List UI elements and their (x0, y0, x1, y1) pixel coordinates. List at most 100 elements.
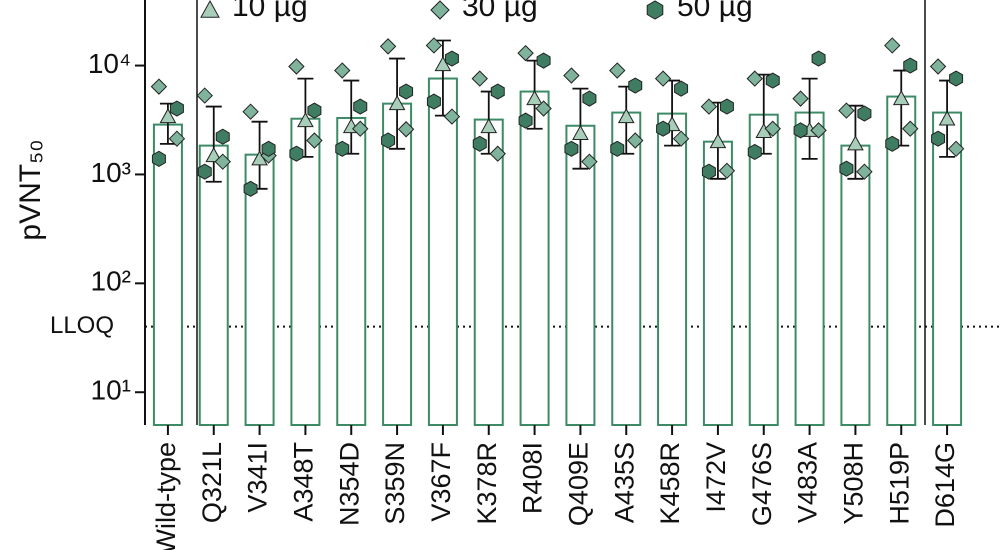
x-tick-label: G476S (747, 442, 777, 526)
bar (932, 111, 963, 426)
data-point (609, 62, 626, 79)
data-point (388, 95, 406, 111)
x-tick-label: Q409E (564, 442, 594, 526)
data-point (811, 50, 826, 67)
data-point (471, 70, 488, 87)
data-point (397, 121, 415, 138)
x-tick-label: Y508H (839, 442, 869, 525)
data-point (719, 98, 734, 115)
y-tick-label: 10² (91, 266, 131, 297)
x-tick-label: V367F (426, 442, 456, 522)
bar (290, 117, 321, 426)
x-tick-label: Q321L (197, 442, 227, 523)
data-point (746, 70, 763, 87)
data-point (947, 140, 965, 158)
data-point (205, 147, 223, 163)
x-tick-label: K458R (655, 442, 685, 525)
x-tick-label: I472V (701, 442, 731, 513)
data-point (526, 90, 543, 106)
bar (244, 153, 275, 426)
legend-label: 30 µg (462, 0, 538, 23)
bar (565, 124, 596, 426)
data-point (489, 145, 506, 162)
data-point (307, 102, 322, 119)
data-point (353, 98, 368, 115)
data-point (857, 105, 872, 122)
legend-label: 50 µg (677, 0, 753, 23)
data-point (656, 120, 671, 137)
data-point (582, 90, 597, 107)
data-point (839, 160, 854, 177)
data-point (150, 78, 168, 95)
data-point (610, 140, 625, 157)
legend-label: 10 µg (232, 0, 308, 23)
data-point (892, 90, 910, 106)
data-point (929, 58, 947, 75)
bar (702, 140, 733, 427)
data-point (885, 135, 900, 152)
y-tick-label: 10¹ (91, 375, 131, 406)
y-tick-label: 10⁴ (88, 48, 131, 79)
data-point (931, 130, 946, 147)
data-point (564, 140, 579, 157)
data-point (472, 135, 487, 152)
bar (473, 118, 504, 426)
data-point (434, 56, 452, 72)
bar (427, 77, 458, 427)
data-point (169, 100, 184, 117)
data-point (379, 38, 397, 55)
data-point (617, 108, 635, 124)
data-point (243, 180, 258, 197)
data-point (426, 93, 441, 110)
data-point (884, 37, 901, 54)
data-point (793, 122, 808, 139)
bar (840, 144, 871, 426)
data-point (938, 110, 956, 126)
data-point (215, 128, 230, 145)
data-point (747, 143, 762, 161)
data-point (902, 120, 919, 137)
x-tick-label: S359N (380, 442, 410, 525)
legend-marker (430, 0, 450, 20)
data-point (159, 108, 177, 124)
bar (198, 144, 229, 426)
bar (382, 102, 413, 427)
x-tick-label: A348T (289, 442, 319, 522)
data-point (764, 120, 781, 137)
data-point (792, 90, 809, 107)
data-point (197, 163, 212, 180)
legend-marker (200, 0, 220, 18)
data-point (151, 150, 166, 167)
data-point (903, 57, 918, 74)
bar (611, 111, 642, 426)
x-tick-label: D614G (930, 442, 960, 528)
data-point (168, 130, 186, 147)
data-point (674, 80, 689, 97)
data-point (297, 112, 314, 128)
data-point (490, 83, 505, 100)
bar (794, 111, 825, 426)
data-point (535, 100, 552, 117)
data-point (381, 132, 396, 149)
data-point (856, 163, 873, 180)
data-point (261, 140, 276, 157)
data-point (563, 67, 580, 84)
data-point (480, 118, 498, 134)
data-point (242, 103, 259, 120)
data-point (518, 112, 533, 129)
bar (152, 123, 183, 426)
data-point (352, 120, 369, 137)
data-point (288, 58, 305, 75)
data-point (654, 70, 672, 87)
data-point (810, 122, 827, 139)
data-point (709, 133, 727, 149)
data-point (949, 70, 964, 87)
x-tick-label: N354D (334, 442, 364, 526)
x-tick-label: R408I (518, 442, 548, 514)
lloq-label: LLOQ (50, 312, 114, 339)
x-tick-label: A435S (609, 442, 639, 523)
legend-marker (646, 0, 664, 20)
data-point (214, 153, 231, 170)
data-point (627, 132, 644, 149)
